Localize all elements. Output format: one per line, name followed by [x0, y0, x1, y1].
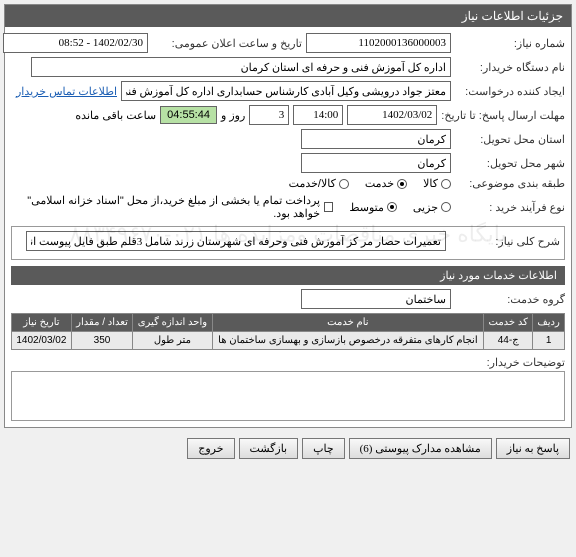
- col-header: واحد اندازه گیری: [133, 314, 212, 332]
- input-announce[interactable]: [3, 33, 148, 53]
- input-reqno[interactable]: [306, 33, 451, 53]
- check-treasury[interactable]: [324, 202, 333, 212]
- col-header: تعداد / مقدار: [71, 314, 132, 332]
- input-deadline-days[interactable]: [249, 105, 289, 125]
- note-treasury: پرداخت تمام یا بخشی از مبلغ خرید،از محل …: [11, 194, 320, 220]
- label-city: شهر محل تحویل:: [455, 157, 565, 170]
- button-bar: پاسخ به نیاز مشاهده مدارک پیوستی (6) چاپ…: [0, 432, 576, 465]
- label-desc: شرح کلی نیاز:: [450, 235, 560, 248]
- input-deadline-date[interactable]: [347, 105, 437, 125]
- label-buyercomment: توضیحات خریدار:: [487, 357, 565, 369]
- buyer-comment-box[interactable]: [11, 371, 565, 421]
- col-header: کد خدمت: [484, 314, 533, 332]
- input-requester[interactable]: [121, 81, 451, 101]
- services-table: ردیفکد خدمتنام خدمتواحد اندازه گیریتعداد…: [11, 313, 565, 350]
- col-header: تاریخ نیاز: [12, 314, 72, 332]
- input-desc[interactable]: [26, 231, 446, 251]
- label-reqno: شماره نیاز:: [455, 37, 565, 50]
- label-announce: تاریخ و ساعت اعلان عمومی:: [152, 37, 302, 50]
- table-row[interactable]: 1ج-44انجام کارهای متفرقه درخصوص بازسازی …: [12, 332, 565, 350]
- input-city[interactable]: [301, 153, 451, 173]
- link-contact[interactable]: اطلاعات تماس خریدار: [16, 85, 117, 98]
- radio-both[interactable]: کالا/خدمت: [289, 177, 349, 190]
- btn-docs[interactable]: مشاهده مدارک پیوستی (6): [349, 438, 492, 459]
- radio-kala[interactable]: کالا: [423, 177, 451, 190]
- input-servicegroup[interactable]: [301, 289, 451, 309]
- label-days: روز و: [221, 109, 245, 122]
- btn-respond[interactable]: پاسخ به نیاز: [496, 438, 570, 459]
- btn-print[interactable]: چاپ: [302, 438, 345, 459]
- label-requester: ایجاد کننده درخواست:: [455, 85, 565, 98]
- btn-back[interactable]: بازگشت: [239, 438, 299, 459]
- countdown-timer: 04:55:44: [160, 106, 217, 124]
- label-buytype: نوع فرآیند خرید :: [455, 201, 565, 214]
- input-deadline-time[interactable]: [293, 105, 343, 125]
- radio-khedmat[interactable]: خدمت: [365, 177, 407, 190]
- label-remain: ساعت باقی مانده: [75, 109, 156, 122]
- col-header: ردیف: [533, 314, 565, 332]
- input-buyer[interactable]: [31, 57, 451, 77]
- label-servicegroup: گروه خدمت:: [455, 293, 565, 306]
- input-province[interactable]: [301, 129, 451, 149]
- label-buyer: نام دستگاه خریدار:: [455, 61, 565, 74]
- label-province: استان محل تحویل:: [455, 133, 565, 146]
- btn-exit[interactable]: خروج: [187, 438, 234, 459]
- radio-motavasset[interactable]: متوسط: [349, 201, 397, 214]
- section-services: اطلاعات خدمات مورد نیاز: [11, 266, 565, 285]
- col-header: نام خدمت: [212, 314, 484, 332]
- panel-title: جزئیات اطلاعات نیاز: [5, 5, 571, 27]
- radio-jozee[interactable]: جزیی: [413, 201, 451, 214]
- label-deadline: مهلت ارسال پاسخ: تا تاریخ:: [441, 109, 565, 122]
- label-subjclass: طبقه بندی موضوعی:: [455, 177, 565, 190]
- main-panel: جزئیات اطلاعات نیاز شماره نیاز: تاریخ و …: [4, 4, 572, 428]
